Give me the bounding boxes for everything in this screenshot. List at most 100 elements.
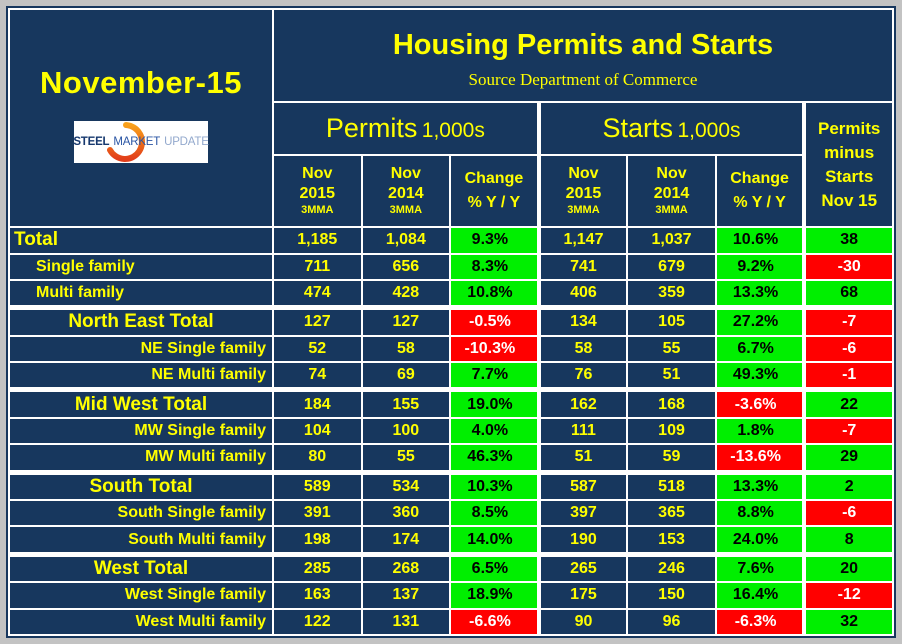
starts-2015-value: 58 <box>536 334 629 364</box>
starts-2015-value: 134 <box>536 305 629 337</box>
permits-minus-starts-value: 68 <box>802 278 894 309</box>
starts-2015-value: 397 <box>536 498 629 528</box>
starts-2014-value: 679 <box>626 252 717 281</box>
table-row: South Total 589 534 10.3% 587 518 13.3% 2 <box>8 469 894 501</box>
permits-2014-value: 55 <box>360 443 452 474</box>
permits-2014-value: 69 <box>360 361 452 391</box>
permits-2015-value: 198 <box>272 525 363 556</box>
table-row: MW Multi family 80 55 46.3% 51 59 -13.6% 29 <box>8 443 894 474</box>
permits-minus-starts-value: 2 <box>802 469 894 501</box>
starts-2014-value: 365 <box>626 498 717 528</box>
starts-2015-value: 175 <box>536 581 629 610</box>
permits-minus-starts-value: 22 <box>802 387 894 419</box>
permits-2014-value: 268 <box>360 551 452 584</box>
starts-change-value: -13.6% <box>714 443 806 474</box>
starts-2014-value: 1,037 <box>626 226 717 255</box>
table-row: West Single family 163 137 18.9% 175 150 16.4%… <box>8 581 894 610</box>
source-note: Source Department of Commerce <box>468 70 698 90</box>
starts-nov2014-header: Nov 2014 3MMA <box>626 154 717 229</box>
table-row: South Single family 391 360 8.5% 397 365 8.8% -… <box>8 498 894 528</box>
permits-change-value: 46.3% <box>449 443 540 474</box>
report-border: November-15 <box>6 6 896 638</box>
permits-change-value: 14.0% <box>449 525 540 556</box>
permits-group-unit: 1,000s <box>421 119 485 143</box>
permits-2014-value: 100 <box>360 416 452 446</box>
starts-2014-value: 246 <box>626 551 717 584</box>
table-row: Total 1,185 1,084 9.3% 1,147 1,037 10.6% 38 <box>8 226 894 255</box>
permits-minus-starts-header: Permits minus Starts Nov 15 <box>802 101 894 229</box>
starts-group-unit: 1,000s <box>677 119 741 143</box>
page-title: Housing Permits and Starts <box>392 29 774 62</box>
starts-group-header: Starts 1,000s <box>536 101 806 157</box>
permits-change-value: -10.3% <box>449 334 540 364</box>
logo-word-steel: STEEL <box>73 136 110 149</box>
row-label: West Multi family <box>8 607 274 636</box>
starts-change-value: -3.6% <box>714 387 806 419</box>
starts-2014-value: 150 <box>626 581 717 610</box>
permits-2014-value: 137 <box>360 581 452 610</box>
table-row: South Multi family 198 174 14.0% 190 153 24.0%… <box>8 525 894 556</box>
table-body: Total 1,185 1,084 9.3% 1,147 1,037 10.6% 38 Sing… <box>8 226 894 636</box>
permits-2015-value: 80 <box>272 443 363 474</box>
table-row: Mid West Total 184 155 19.0% 162 168 -3.6% 22 <box>8 387 894 419</box>
row-label: Single family <box>8 252 274 281</box>
permits-change-header: Change % Y / Y <box>449 154 540 229</box>
starts-2015-value: 76 <box>536 361 629 391</box>
permits-2014-value: 534 <box>360 469 452 501</box>
starts-2015-value: 111 <box>536 416 629 446</box>
starts-change-header: Change % Y / Y <box>714 154 806 229</box>
permits-nov2014-header: Nov 2014 3MMA <box>360 154 452 229</box>
starts-nov2015-header: Nov 2015 3MMA <box>536 154 629 229</box>
permits-minus-starts-value: -30 <box>802 252 894 281</box>
permits-change-value: -0.5% <box>449 305 540 337</box>
row-label: West Total <box>8 551 274 584</box>
permits-2014-value: 127 <box>360 305 452 337</box>
starts-change-value: 24.0% <box>714 525 806 556</box>
table-row: MW Single family 104 100 4.0% 111 109 1.8% -7 <box>8 416 894 446</box>
permits-change-value: 8.5% <box>449 498 540 528</box>
permits-change-value: 10.3% <box>449 469 540 501</box>
row-label: South Single family <box>8 498 274 528</box>
row-label: Multi family <box>8 278 274 309</box>
starts-2015-value: 162 <box>536 387 629 419</box>
table-row: Single family 711 656 8.3% 741 679 9.2% -30 <box>8 252 894 281</box>
permits-minus-starts-value: -1 <box>802 361 894 391</box>
starts-2014-value: 105 <box>626 305 717 337</box>
starts-change-value: 10.6% <box>714 226 806 255</box>
table-row: NE Single family 52 58 -10.3% 58 55 6.7% -6 <box>8 334 894 364</box>
starts-change-value: 16.4% <box>714 581 806 610</box>
permits-2015-value: 127 <box>272 305 363 337</box>
table-row: North East Total 127 127 -0.5% 134 105 27.2% -7 <box>8 305 894 337</box>
starts-change-value: 13.3% <box>714 278 806 309</box>
permits-minus-starts-value: -7 <box>802 305 894 337</box>
permits-2015-value: 74 <box>272 361 363 391</box>
starts-2014-value: 51 <box>626 361 717 391</box>
permits-group-header: Permits 1,000s <box>272 101 540 157</box>
permits-minus-starts-value: 29 <box>802 443 894 474</box>
starts-2014-value: 168 <box>626 387 717 419</box>
permits-2014-value: 58 <box>360 334 452 364</box>
permits-minus-starts-value: 32 <box>802 607 894 636</box>
logo-word-market: MARKET <box>113 136 161 149</box>
row-label: NE Single family <box>8 334 274 364</box>
permits-2014-value: 131 <box>360 607 452 636</box>
report-month-label: November-15 <box>40 65 242 101</box>
row-label: South Multi family <box>8 525 274 556</box>
permits-minus-starts-value: -7 <box>802 416 894 446</box>
permits-change-value: 4.0% <box>449 416 540 446</box>
starts-2014-value: 153 <box>626 525 717 556</box>
starts-change-value: 27.2% <box>714 305 806 337</box>
permits-2015-value: 391 <box>272 498 363 528</box>
left-panel: November-15 <box>8 8 274 229</box>
starts-2014-value: 359 <box>626 278 717 309</box>
row-label: South Total <box>8 469 274 501</box>
starts-change-value: 9.2% <box>714 252 806 281</box>
permits-2014-value: 155 <box>360 387 452 419</box>
starts-change-value: 1.8% <box>714 416 806 446</box>
starts-2014-value: 59 <box>626 443 717 474</box>
table-row: NE Multi family 74 69 7.7% 76 51 49.3% -1 <box>8 361 894 391</box>
permits-minus-starts-value: -6 <box>802 334 894 364</box>
permits-minus-starts-value: -6 <box>802 498 894 528</box>
starts-2015-value: 741 <box>536 252 629 281</box>
starts-2015-value: 190 <box>536 525 629 556</box>
